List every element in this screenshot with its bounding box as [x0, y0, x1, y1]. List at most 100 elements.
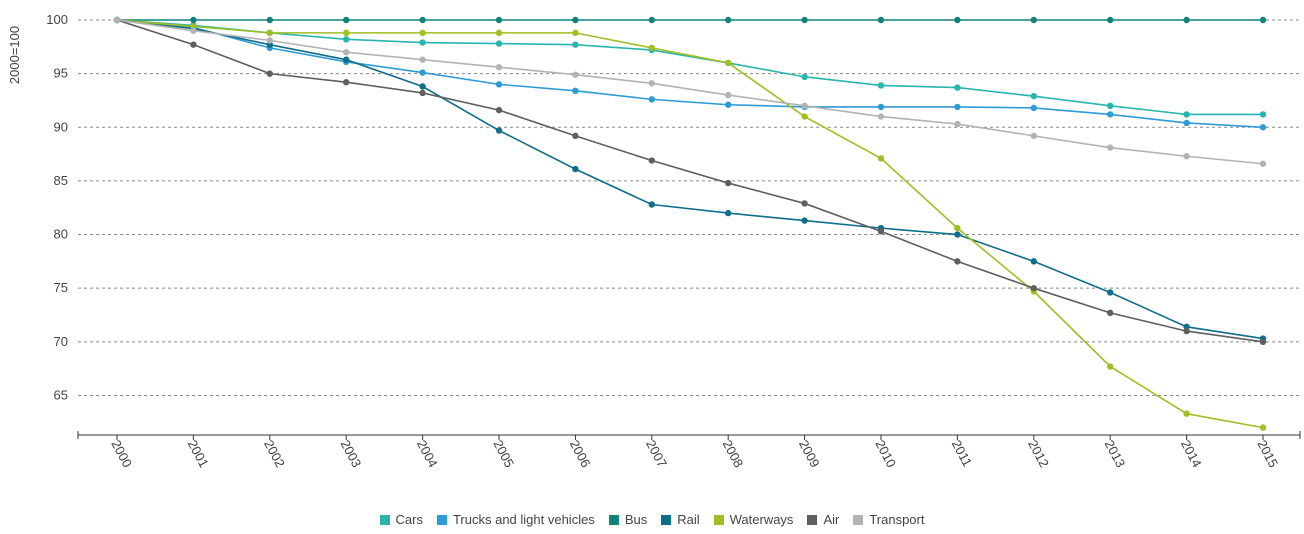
legend-item-cars[interactable]: Cars — [379, 512, 423, 527]
data-point-transport[interactable] — [1107, 144, 1114, 151]
data-point-transport[interactable] — [495, 63, 503, 71]
data-point-waterways[interactable] — [495, 29, 503, 37]
data-point-rail[interactable] — [419, 83, 426, 90]
data-point-air[interactable] — [1259, 338, 1267, 346]
data-point-trucks-and-light-vehicles[interactable] — [1030, 104, 1038, 112]
data-point-cars[interactable] — [1183, 111, 1190, 118]
data-point-transport[interactable] — [877, 113, 885, 120]
data-point-waterways[interactable] — [419, 29, 426, 37]
x-tick-label: 2000 — [108, 437, 135, 470]
data-point-trucks-and-light-vehicles[interactable] — [954, 103, 961, 111]
data-point-air[interactable] — [1030, 284, 1038, 292]
data-point-rail[interactable] — [1107, 289, 1114, 296]
data-point-rail[interactable] — [343, 56, 350, 63]
data-point-bus[interactable] — [877, 16, 885, 24]
data-point-air[interactable] — [877, 228, 885, 235]
data-point-waterways[interactable] — [266, 29, 273, 37]
data-point-trucks-and-light-vehicles[interactable] — [1183, 119, 1190, 127]
data-point-cars[interactable] — [343, 36, 350, 43]
legend-item-bus[interactable]: Bus — [608, 512, 647, 527]
series-lines — [113, 16, 1267, 431]
data-point-bus[interactable] — [1183, 16, 1190, 24]
data-point-bus[interactable] — [1259, 16, 1267, 24]
data-point-bus[interactable] — [954, 16, 961, 24]
data-point-waterways[interactable] — [648, 44, 655, 52]
data-point-transport[interactable] — [725, 91, 732, 99]
data-point-rail[interactable] — [954, 231, 961, 238]
data-point-trucks-and-light-vehicles[interactable] — [1259, 124, 1267, 131]
data-point-rail[interactable] — [1030, 258, 1038, 265]
data-point-bus[interactable] — [801, 16, 808, 24]
data-point-waterways[interactable] — [1183, 410, 1190, 417]
data-point-waterways[interactable] — [725, 59, 732, 67]
data-point-transport[interactable] — [113, 16, 121, 24]
data-point-rail[interactable] — [725, 209, 732, 217]
data-point-waterways[interactable] — [801, 113, 808, 120]
data-point-rail[interactable] — [648, 201, 655, 208]
data-point-bus[interactable] — [1107, 16, 1114, 24]
data-point-bus[interactable] — [495, 16, 503, 24]
data-point-bus[interactable] — [572, 16, 579, 24]
data-point-transport[interactable] — [801, 102, 808, 110]
data-point-bus[interactable] — [1030, 16, 1038, 24]
data-point-transport[interactable] — [190, 27, 197, 34]
data-point-cars[interactable] — [877, 82, 885, 89]
data-point-transport[interactable] — [648, 80, 655, 87]
data-point-air[interactable] — [495, 106, 503, 114]
data-point-transport[interactable] — [266, 37, 273, 44]
data-point-rail[interactable] — [495, 127, 503, 134]
data-point-transport[interactable] — [1259, 160, 1267, 167]
data-point-air[interactable] — [648, 157, 655, 164]
data-point-trucks-and-light-vehicles[interactable] — [419, 69, 426, 76]
data-point-cars[interactable] — [419, 39, 426, 46]
data-point-rail[interactable] — [572, 165, 579, 173]
data-point-transport[interactable] — [572, 71, 579, 78]
data-point-trucks-and-light-vehicles[interactable] — [648, 96, 655, 103]
data-point-air[interactable] — [343, 79, 350, 86]
data-point-waterways[interactable] — [1107, 363, 1114, 370]
legend-item-transport[interactable]: Transport — [853, 512, 924, 527]
data-point-cars[interactable] — [1030, 92, 1038, 100]
data-point-air[interactable] — [801, 200, 808, 207]
data-point-trucks-and-light-vehicles[interactable] — [1107, 111, 1114, 118]
data-point-trucks-and-light-vehicles[interactable] — [572, 87, 579, 95]
data-point-cars[interactable] — [801, 73, 808, 81]
data-point-cars[interactable] — [1107, 102, 1114, 110]
data-point-rail[interactable] — [801, 217, 808, 224]
data-point-waterways[interactable] — [877, 155, 885, 162]
data-point-waterways[interactable] — [572, 29, 579, 37]
data-point-trucks-and-light-vehicles[interactable] — [725, 101, 732, 108]
data-point-transport[interactable] — [954, 120, 961, 128]
data-point-cars[interactable] — [1259, 111, 1267, 118]
legend-item-rail[interactable]: Rail — [661, 512, 700, 527]
data-point-air[interactable] — [190, 41, 197, 48]
data-point-air[interactable] — [725, 179, 732, 187]
data-point-transport[interactable] — [1183, 153, 1190, 160]
data-point-trucks-and-light-vehicles[interactable] — [877, 103, 885, 111]
data-point-cars[interactable] — [495, 40, 503, 47]
data-point-bus[interactable] — [190, 16, 197, 24]
data-point-bus[interactable] — [725, 16, 732, 24]
data-point-transport[interactable] — [1030, 132, 1038, 140]
data-point-bus[interactable] — [343, 16, 350, 24]
legend-item-air[interactable]: Air — [807, 512, 839, 527]
data-point-cars[interactable] — [572, 41, 579, 48]
data-point-air[interactable] — [954, 258, 961, 265]
legend-item-waterways[interactable]: Waterways — [713, 512, 793, 527]
data-point-bus[interactable] — [419, 16, 426, 24]
data-point-waterways[interactable] — [343, 29, 350, 37]
data-point-trucks-and-light-vehicles[interactable] — [495, 81, 503, 88]
data-point-air[interactable] — [572, 132, 579, 140]
data-point-transport[interactable] — [343, 48, 350, 56]
legend-item-trucks-and-light-vehicles[interactable]: Trucks and light vehicles — [436, 512, 595, 527]
data-point-bus[interactable] — [266, 16, 273, 24]
data-point-cars[interactable] — [954, 84, 961, 91]
data-point-waterways[interactable] — [954, 224, 961, 232]
data-point-transport[interactable] — [419, 56, 426, 63]
data-point-air[interactable] — [419, 89, 426, 97]
data-point-waterways[interactable] — [1259, 424, 1267, 431]
data-point-air[interactable] — [1107, 309, 1114, 317]
data-point-air[interactable] — [266, 70, 273, 77]
data-point-air[interactable] — [1183, 327, 1190, 335]
data-point-bus[interactable] — [648, 16, 655, 24]
